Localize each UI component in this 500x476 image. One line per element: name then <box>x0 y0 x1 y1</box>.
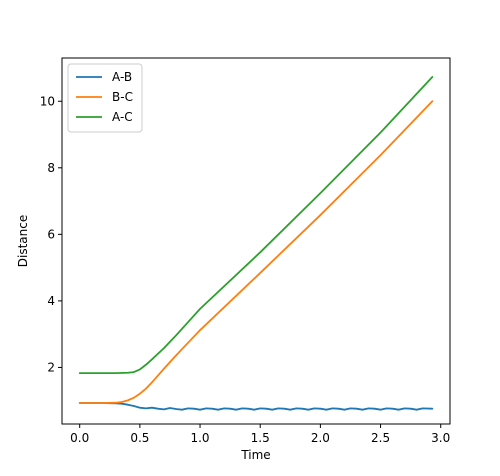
legend-label: A-B <box>112 70 132 84</box>
y-tick-label: 10 <box>40 94 55 108</box>
x-tick-label: 1.0 <box>190 431 209 445</box>
legend: A-B B-C A-C <box>67 63 143 133</box>
axes-frame <box>61 57 451 425</box>
y-axis-label: Distance <box>16 215 30 267</box>
x-tick-label: 2.5 <box>371 431 390 445</box>
x-axis-ticks: 0.0 0.5 1.0 1.5 2.0 2.5 3.0 <box>70 424 450 445</box>
y-tick-label: 4 <box>47 294 55 308</box>
x-tick-label: 0.5 <box>130 431 149 445</box>
y-axis-ticks: 2 4 6 8 10 <box>40 94 62 374</box>
series-line-a-c <box>78 76 434 374</box>
series-line-a-b <box>78 402 434 411</box>
series-layer <box>78 76 434 411</box>
y-tick-label: 6 <box>47 227 55 241</box>
legend-box <box>67 63 143 133</box>
legend-label: B-C <box>112 90 133 104</box>
series-line-b-c <box>78 100 434 404</box>
legend-label: A-C <box>112 110 133 124</box>
x-tick-label: 0.0 <box>70 431 89 445</box>
x-axis-label: Time <box>240 448 270 462</box>
x-tick-label: 1.5 <box>251 431 270 445</box>
x-tick-label: 3.0 <box>431 431 450 445</box>
y-tick-label: 2 <box>47 360 55 374</box>
x-tick-label: 2.0 <box>311 431 330 445</box>
y-tick-label: 8 <box>47 161 55 175</box>
